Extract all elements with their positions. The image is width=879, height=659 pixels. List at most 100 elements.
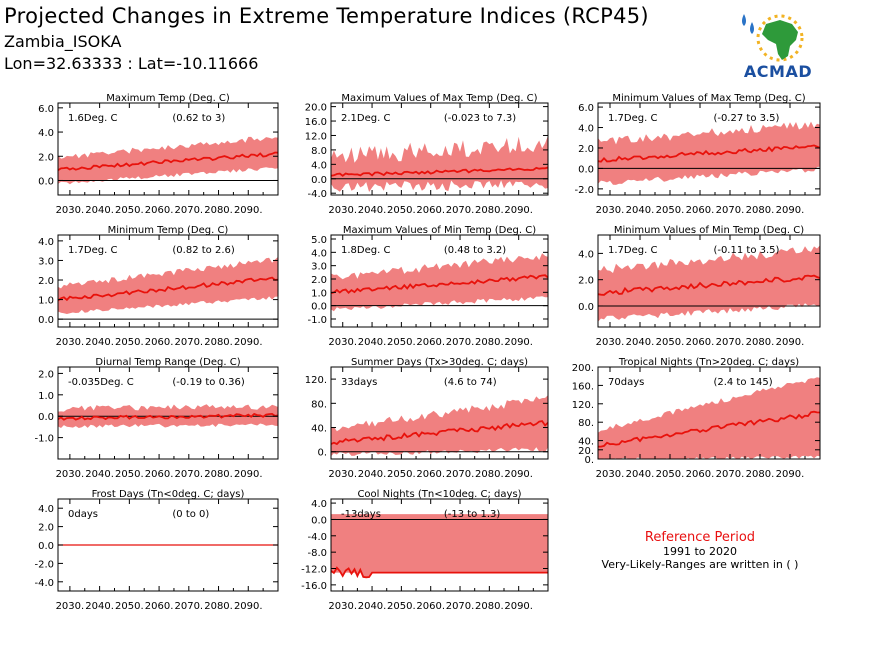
chart-title: Summer Days (Tx>30deg. C; days) <box>351 357 528 368</box>
y-tick-label: 20. <box>578 446 594 457</box>
y-tick-label: 80. <box>311 399 327 410</box>
y-tick-label: 0. <box>584 455 594 466</box>
x-tick-label: 2070. <box>716 469 745 480</box>
africa-icon <box>762 20 798 60</box>
x-tick-label: 2070. <box>716 205 745 216</box>
value-label: 1.7Deg. C <box>68 245 117 256</box>
chart-title: Minimum Values of Min Temp (Deg. C) <box>614 225 804 236</box>
x-tick-label: 2080. <box>204 469 233 480</box>
range-label: (0 to 0) <box>172 509 209 520</box>
plot-frame <box>597 102 821 196</box>
y-tick-label: 3.0 <box>38 256 54 267</box>
x-tick-label: 2050. <box>115 337 144 348</box>
plot-frame <box>57 102 279 196</box>
y-tick-label: 2.0 <box>38 276 54 287</box>
y-tick-label: 0.0 <box>38 176 54 187</box>
sun-rays-icon <box>756 14 804 62</box>
y-tick-label: 1.0 <box>38 391 54 402</box>
chart-panel-3: 2030. 2040. 2050. 2060. 2070. 2080. 2090. -2.0 0… <box>574 93 821 216</box>
x-tick-label: 2080. <box>204 601 233 612</box>
reference-box: Reference Period 1991 to 2020 Very-Likel… <box>580 530 820 571</box>
x-tick-label: 2090. <box>234 469 263 480</box>
median-line <box>58 151 278 172</box>
value-label: -13days <box>341 509 381 520</box>
x-tick-label: 2090. <box>504 601 533 612</box>
y-tick-label: 12.0 <box>305 131 327 142</box>
median-line <box>598 144 820 163</box>
value-label: 1.6Deg. C <box>68 113 117 124</box>
plot-area <box>598 121 820 185</box>
chart-panel-5: 2030. 2040. 2050. 2060. 2070. 2080. 2090. -1.0 0… <box>307 225 549 348</box>
x-tick-label: 2070. <box>174 205 203 216</box>
x-tick-label: 2070. <box>174 469 203 480</box>
x-tick-label: 2050. <box>387 205 416 216</box>
range-band <box>331 253 548 312</box>
y-tick-label: 3.0 <box>311 262 327 273</box>
y-tick-label: 16.0 <box>305 117 327 128</box>
location-coords: Lon=32.63333 : Lat=-10.11666 <box>4 54 259 73</box>
y-tick-label: 4.0 <box>38 128 54 139</box>
x-tick-label: 2040. <box>85 601 114 612</box>
y-tick-label: 0.0 <box>38 315 54 326</box>
y-tick-label: 0.0 <box>311 515 327 526</box>
x-tick-label: 2030. <box>56 601 85 612</box>
x-tick-label: 2080. <box>204 205 233 216</box>
y-tick-label: 2.0 <box>38 369 54 380</box>
y-tick-label: 2.0 <box>578 276 594 287</box>
chart-title: Frost Days (Tn<0deg. C; days) <box>92 489 245 500</box>
range-label: (0.48 to 3.2) <box>444 245 506 256</box>
chart-panel-6: 2030. 2040. 2050. 2060. 2070. 2080. 2090. 0.0 2.… <box>578 225 821 348</box>
plot-frame <box>57 234 279 328</box>
x-tick-label: 2080. <box>475 601 504 612</box>
y-tick-label: -1.0 <box>34 434 54 445</box>
y-tick-label: 20.0 <box>305 103 327 114</box>
x-tick-label: 2090. <box>234 205 263 216</box>
median-line <box>58 412 278 421</box>
x-tick-label: 2030. <box>328 601 357 612</box>
chart-panel-2: 2030. 2040. 2050. 2060. 2070. 2080. 2090. -4.0 0… <box>305 93 549 216</box>
plot-frame <box>597 366 821 460</box>
plot-frame <box>57 366 279 460</box>
y-tick-label: 0.0 <box>38 541 54 552</box>
median-line <box>331 166 548 177</box>
chart-panel-9: 2030. 2040. 2050. 2060. 2070. 2080. 2090. 0.20.… <box>572 357 821 480</box>
x-tick-label: 2030. <box>328 337 357 348</box>
y-tick-label: 2.0 <box>38 152 54 163</box>
median-line <box>331 566 548 579</box>
x-tick-label: 2070. <box>446 601 475 612</box>
plot-frame <box>330 366 549 460</box>
plot-area <box>331 253 548 312</box>
x-tick-label: 2060. <box>416 337 445 348</box>
y-tick-label: -16.0 <box>301 581 327 592</box>
y-tick-label: 4.0 <box>311 248 327 259</box>
y-tick-label: 1.0 <box>38 296 54 307</box>
plot-area <box>598 377 820 459</box>
x-tick-label: 2090. <box>776 205 805 216</box>
x-tick-label: 2040. <box>358 337 387 348</box>
y-tick-label: -4.0 <box>34 578 54 589</box>
x-tick-label: 2030. <box>328 469 357 480</box>
y-tick-label: -2.0 <box>574 185 594 196</box>
range-label: (2.4 to 145) <box>713 377 772 388</box>
x-tick-label: 2080. <box>475 337 504 348</box>
logo-text: ACMAD <box>743 62 813 81</box>
x-tick-label: 2060. <box>145 601 174 612</box>
x-tick-label: 2040. <box>358 205 387 216</box>
y-tick-label: 5.0 <box>311 235 327 246</box>
chart-panel-11: 2030. 2040. 2050. 2060. 2070. 2080. 2090. -16.0… <box>301 489 549 612</box>
x-tick-label: 2040. <box>358 469 387 480</box>
raindrop-icon <box>742 14 746 26</box>
x-tick-label: 2050. <box>115 469 144 480</box>
y-tick-label: 0.0 <box>38 412 54 423</box>
range-band <box>331 514 548 578</box>
x-tick-label: 2040. <box>358 601 387 612</box>
chart-title: Cool Nights (Tn<10deg. C; days) <box>357 489 521 500</box>
x-tick-label: 2070. <box>446 337 475 348</box>
value-label: 1.7Deg. C <box>608 245 657 256</box>
plot-area <box>58 256 278 320</box>
y-tick-label: 2.0 <box>578 144 594 155</box>
x-tick-label: 2030. <box>328 205 357 216</box>
x-tick-label: 2050. <box>656 469 685 480</box>
median-line <box>58 276 278 302</box>
